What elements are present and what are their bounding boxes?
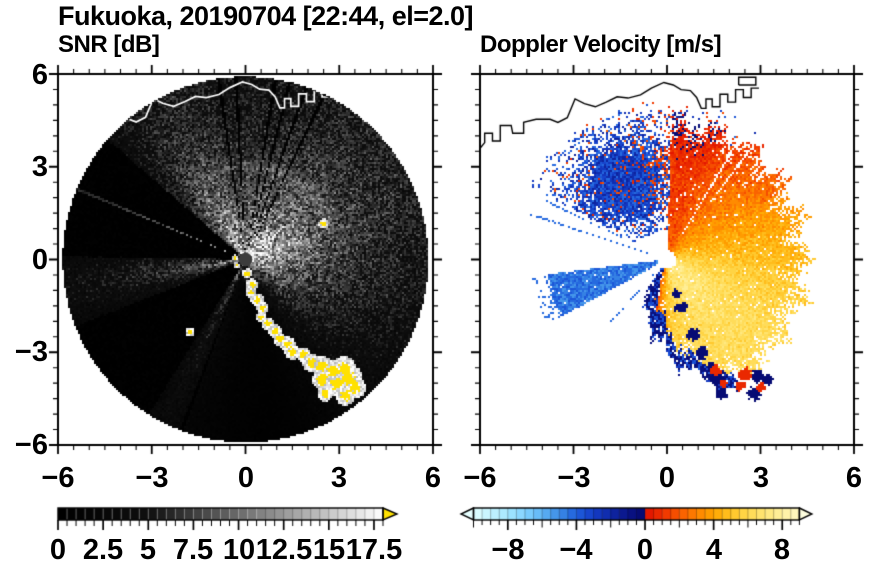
- x-tick-label: 6: [845, 462, 863, 494]
- x-tick-label: 0: [658, 462, 676, 494]
- x-tick-label: −3: [135, 462, 169, 494]
- x-tick-label: 3: [752, 462, 770, 494]
- x-tick-label: −6: [41, 462, 75, 494]
- y-tick-label: 0: [31, 244, 48, 276]
- cbar-tick-label: 0: [636, 534, 654, 566]
- cbar-tick-label: −4: [559, 534, 593, 566]
- y-tick-label: −6: [14, 429, 48, 461]
- cbar-tick-label: 7.5: [172, 534, 214, 566]
- x-tick-label: 0: [237, 462, 255, 494]
- figure-title: Fukuoka, 20190704 [22:44, el=2.0]: [58, 1, 474, 31]
- velocity-plot-canvas: [466, 60, 868, 459]
- cbar-tick-label: 17.5: [345, 534, 403, 566]
- x-tick-label: −3: [557, 462, 591, 494]
- velocity-panel-title: Doppler Velocity [m/s]: [480, 31, 722, 58]
- cbar-tick-label: −8: [491, 534, 525, 566]
- snr-colorbar-canvas: [46, 500, 412, 536]
- x-tick-label: −6: [463, 462, 497, 494]
- cbar-tick-label: 15: [312, 534, 346, 566]
- snr-colorbar: [46, 500, 412, 536]
- velocity-plot: [466, 60, 868, 459]
- y-tick-label: −3: [14, 336, 48, 368]
- velocity-colorbar-canvas: [449, 500, 824, 536]
- cbar-tick-label: 5: [139, 534, 157, 566]
- cbar-tick-label: 0: [49, 534, 67, 566]
- x-tick-label: 6: [424, 462, 442, 494]
- cbar-tick-label: 2.5: [82, 534, 124, 566]
- cbar-tick-label: 4: [705, 534, 723, 566]
- snr-plot-canvas: [44, 60, 447, 459]
- velocity-colorbar: [449, 500, 824, 536]
- y-tick-label: 3: [31, 151, 48, 183]
- cbar-tick-label: 12.5: [255, 534, 313, 566]
- snr-plot: [44, 60, 447, 459]
- cbar-tick-label: 10: [222, 534, 256, 566]
- y-tick-label: 6: [31, 59, 48, 91]
- cbar-tick-label: 8: [773, 534, 791, 566]
- snr-panel-title: SNR [dB]: [58, 31, 160, 58]
- x-tick-label: 3: [330, 462, 348, 494]
